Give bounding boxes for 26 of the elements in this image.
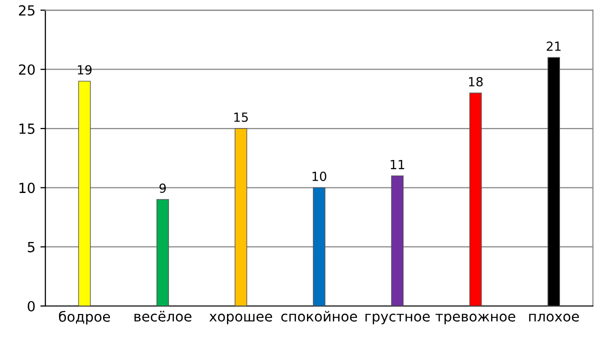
x-tick-label: спокойное [281,310,358,322]
data-label: 21 [546,41,561,51]
x-tick-label: тревожное [436,314,516,324]
bar [312,187,326,306]
y-tick-label: 5 [28,242,34,252]
bar [391,176,404,306]
y-tick-label: 20 [18,64,35,75]
x-tick-label: весёлое [134,310,192,322]
data-label: 18 [468,76,483,86]
y-tick-label: 15 [20,124,34,134]
x-tick-label: бодрое [58,310,110,325]
bar [469,92,482,306]
data-label: 9 [160,183,166,193]
x-tick-label: грустное [366,314,430,324]
bar [156,199,169,306]
data-label: 19 [78,65,92,75]
x-tick-label: плохое [529,314,579,322]
y-tick-label: 25 [18,5,34,16]
data-label: 15 [234,112,248,122]
bar [234,128,248,306]
y-tick-label: 0 [28,300,35,312]
bar [78,80,91,306]
data-label: 11 [390,160,404,170]
y-tick-label: 10 [20,182,35,194]
x-tick-label: хорошее [209,314,272,324]
data-label: 10 [312,172,326,182]
